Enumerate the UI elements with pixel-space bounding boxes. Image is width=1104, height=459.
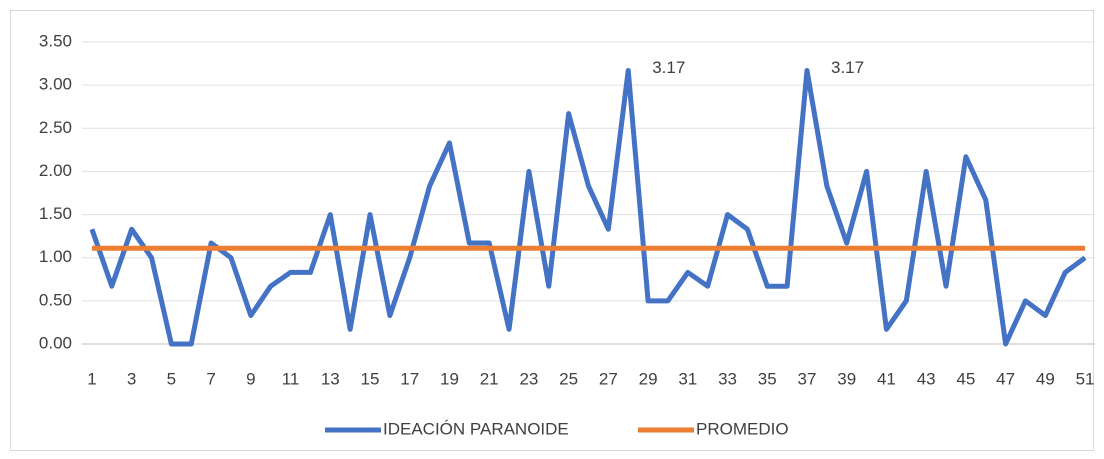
x-tick-label: 21	[480, 369, 499, 388]
y-tick-label: 0.50	[39, 290, 72, 309]
x-tick-label: 41	[877, 369, 896, 388]
data-line	[89, 67, 1087, 347]
x-tick-label: 31	[678, 369, 697, 388]
x-tick-label: 37	[798, 369, 817, 388]
x-tick-label: 1	[87, 369, 96, 388]
x-tick-label: 43	[917, 369, 936, 388]
y-tick-label: 1.50	[39, 204, 72, 223]
x-tick-label: 13	[321, 369, 340, 388]
y-tick-label: 2.50	[39, 118, 72, 137]
x-tick-label: 33	[718, 369, 737, 388]
x-tick-label: 15	[361, 369, 380, 388]
x-tick-label: 47	[996, 369, 1015, 388]
chart-border	[10, 10, 1094, 451]
x-tick-label: 35	[758, 369, 777, 388]
x-tick-label: 23	[519, 369, 538, 388]
data-label: 3.17	[831, 58, 864, 77]
x-tick-label: 45	[956, 369, 975, 388]
x-tick-label: 3	[127, 369, 136, 388]
legend-label: IDEACIÓN PARANOIDE	[383, 419, 569, 438]
x-tick-label: 27	[599, 369, 618, 388]
x-tick-label: 29	[639, 369, 658, 388]
x-tick-label: 9	[246, 369, 255, 388]
x-tick-label: 39	[837, 369, 856, 388]
x-tick-label: 51	[1076, 369, 1095, 388]
x-tick-label: 25	[559, 369, 578, 388]
x-tick-label: 49	[1036, 369, 1055, 388]
x-tick-label: 17	[400, 369, 419, 388]
y-tick-label: 1.00	[39, 247, 72, 266]
y-tick-label: 3.50	[39, 31, 72, 50]
x-tick-label: 7	[206, 369, 215, 388]
y-tick-label: 2.00	[39, 161, 72, 180]
data-label: 3.17	[652, 58, 685, 77]
x-tick-label: 5	[167, 369, 176, 388]
y-tick-label: 0.00	[39, 333, 72, 352]
y-tick-label: 3.00	[39, 75, 72, 94]
x-tick-label: 11	[282, 369, 300, 388]
x-tick-label: 19	[440, 369, 459, 388]
legend-label: PROMEDIO	[696, 419, 789, 438]
